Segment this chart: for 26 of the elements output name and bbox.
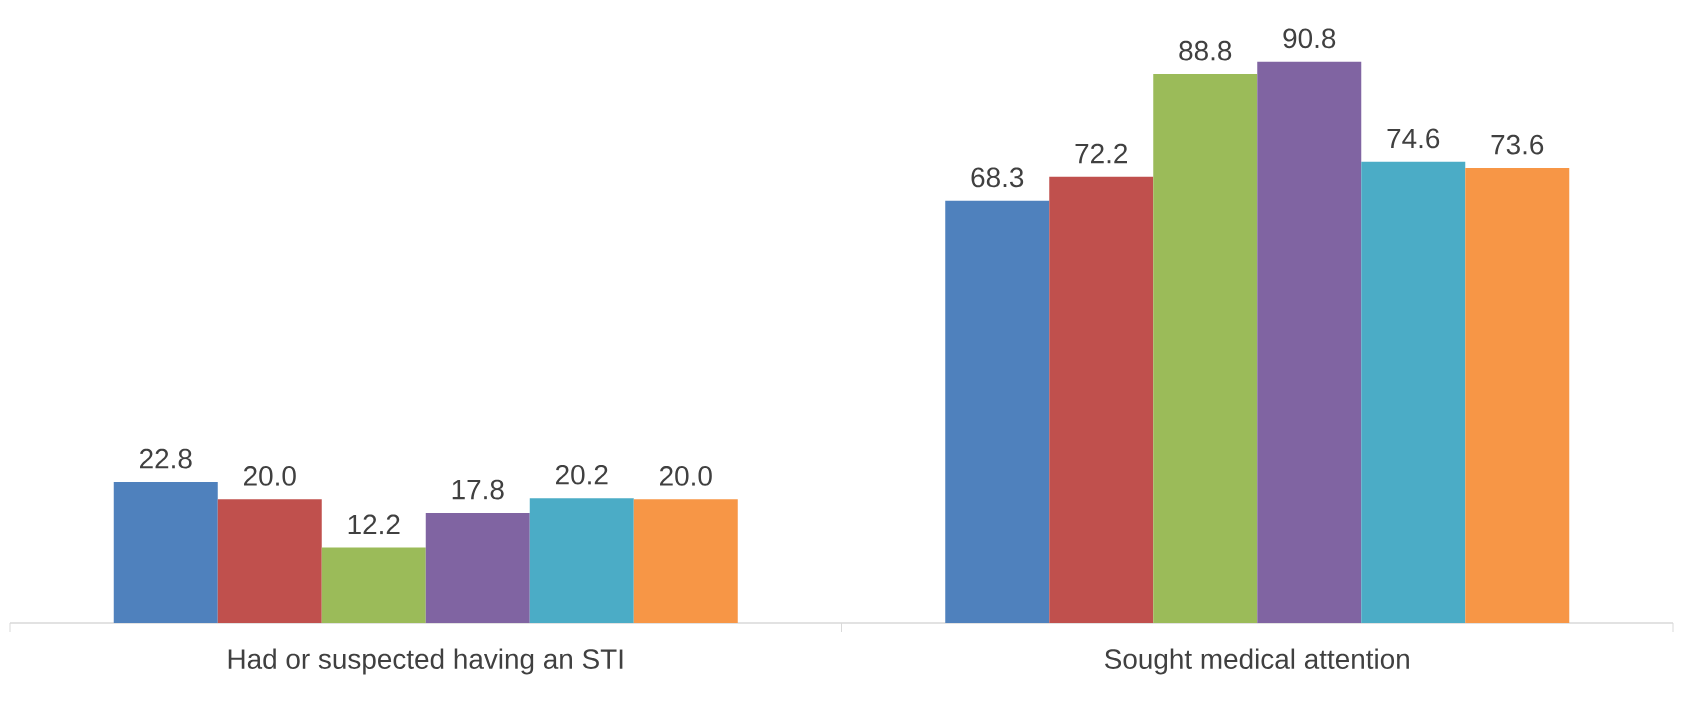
bar bbox=[321, 547, 426, 623]
data-label: 73.6 bbox=[1491, 134, 1544, 155]
data-label: 74.6 bbox=[1387, 128, 1440, 149]
data-label: 20.0 bbox=[244, 466, 296, 486]
bar bbox=[945, 200, 1050, 623]
data-label: 17.8 bbox=[452, 479, 504, 500]
data-label: 88.8 bbox=[1179, 40, 1232, 61]
bar bbox=[217, 499, 322, 623]
bar bbox=[633, 499, 738, 623]
bar bbox=[1153, 74, 1258, 623]
bar bbox=[1361, 161, 1466, 623]
bar bbox=[425, 512, 530, 623]
data-label: 12.2 bbox=[348, 514, 400, 535]
data-label: 90.8 bbox=[1283, 28, 1336, 49]
data-label: 20.2 bbox=[556, 464, 608, 485]
data-label: 68.3 bbox=[971, 167, 1024, 188]
x-tick-label: Sought medical attention bbox=[1104, 648, 1409, 675]
bar bbox=[113, 482, 218, 623]
data-label: 22.8 bbox=[140, 448, 192, 469]
bar bbox=[1049, 176, 1154, 623]
x-tick-label: Had or suspected having an STI bbox=[228, 648, 623, 675]
bar bbox=[529, 498, 634, 623]
data-label: 72.2 bbox=[1075, 143, 1127, 164]
data-label: 20.0 bbox=[660, 466, 712, 486]
bar bbox=[1465, 168, 1570, 623]
bar bbox=[1257, 61, 1362, 623]
